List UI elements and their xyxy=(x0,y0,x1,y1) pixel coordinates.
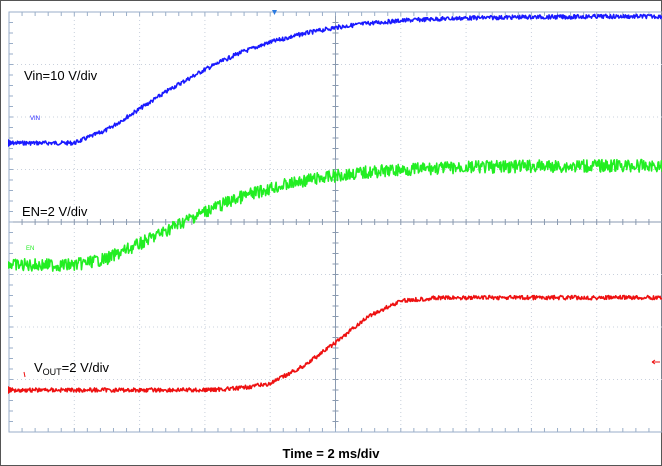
vout-scale-label: VOUT=2 V/div xyxy=(34,360,110,377)
vout-scale-label-main: V xyxy=(34,360,43,375)
en-scale-label: EN=2 V/div xyxy=(22,204,88,219)
channel-marker-label-en: EN xyxy=(26,246,34,252)
trace-vout xyxy=(8,294,662,393)
channel-marker-label-vin: VIN xyxy=(30,116,40,122)
ground-marker-vout xyxy=(8,386,14,394)
oscilloscope-chart: VIN EN Vin=10 V/div EN=2 V/div VOUT=2 V/d… xyxy=(8,10,662,433)
channel-markers: VIN EN xyxy=(8,116,660,394)
grid xyxy=(8,10,662,433)
vout-offscreen-arrow xyxy=(651,359,660,365)
time-scale-caption: Time = 2 ms/div xyxy=(282,446,380,461)
trace-vin xyxy=(8,13,662,146)
ground-marker-en xyxy=(8,261,14,269)
vout-scale-label-rest: =2 V/div xyxy=(62,360,110,375)
vout-marker-tick xyxy=(23,371,26,378)
ground-marker-vin xyxy=(8,139,14,147)
vout-scale-label-sub: OUT xyxy=(43,367,63,377)
traces xyxy=(8,13,662,393)
trace-en xyxy=(8,158,662,272)
vin-scale-label: Vin=10 V/div xyxy=(24,68,98,83)
scale-labels: Vin=10 V/div EN=2 V/div VOUT=2 V/div xyxy=(22,68,110,377)
trigger-position-marker xyxy=(272,10,277,15)
